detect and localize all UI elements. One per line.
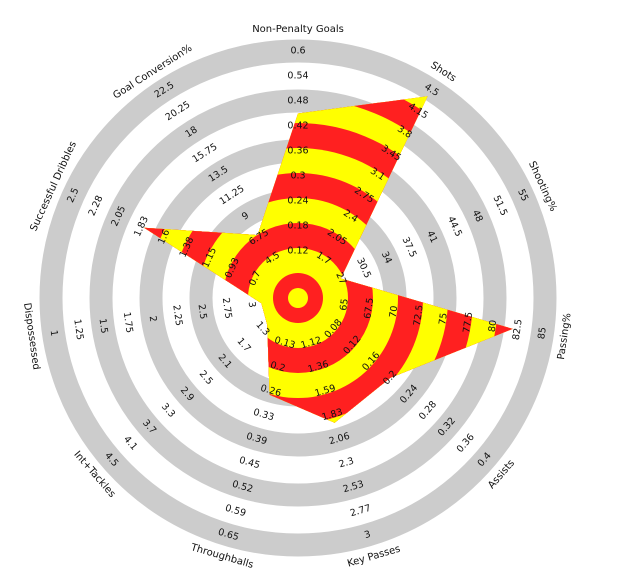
tick-label: 75 xyxy=(437,312,450,326)
tick-label: 0.54 xyxy=(287,71,308,82)
tick-label: 0.12 xyxy=(287,246,308,257)
tick-label: 0.48 xyxy=(287,96,308,107)
tick-label: 0.6 xyxy=(290,46,305,57)
tick-label: 2.75 xyxy=(220,297,234,320)
tick-label: 2.5 xyxy=(195,304,208,321)
tick-label: 0.36 xyxy=(455,432,477,455)
tick-label: 11.25 xyxy=(218,183,247,207)
tick-label: 48 xyxy=(470,208,485,224)
tick-label: 0.33 xyxy=(252,407,275,424)
tick-label: 2.5 xyxy=(197,369,215,388)
tick-label: 3 xyxy=(363,529,372,541)
tick-label: 0.18 xyxy=(287,221,308,232)
tick-label: 2.25 xyxy=(170,304,184,327)
tick-label: 80 xyxy=(487,319,500,333)
tick-label: 82.5 xyxy=(511,318,525,341)
tick-label: 2 xyxy=(147,315,159,323)
tick-label: 67.5 xyxy=(362,297,376,320)
tick-label: 1.83 xyxy=(132,215,151,239)
tick-label: 34 xyxy=(379,250,394,266)
tick-label: 0.24 xyxy=(287,196,308,207)
tick-label: 1.7 xyxy=(234,336,252,355)
axis-name: Dispossessed xyxy=(21,302,42,371)
tick-label: 4.1 xyxy=(121,434,139,453)
tick-label: 15.75 xyxy=(191,141,220,165)
tick-label: 1.75 xyxy=(121,311,135,334)
tick-label: 9 xyxy=(240,210,251,223)
tick-label: 0.36 xyxy=(287,146,308,157)
tick-label: 3.3 xyxy=(159,401,177,420)
tick-label: 44.5 xyxy=(445,215,464,239)
tick-label: 41 xyxy=(424,229,439,245)
tick-label: 55 xyxy=(515,188,530,204)
tick-label: 85 xyxy=(536,326,549,340)
center-dot xyxy=(288,288,308,308)
tick-label: 0.3 xyxy=(290,171,305,182)
tick-label: 51.5 xyxy=(491,194,510,218)
tick-label: 0.2 xyxy=(269,360,287,375)
tick-label: 0.45 xyxy=(238,455,261,472)
tick-label: 30.5 xyxy=(354,256,373,280)
tick-label: 1.25 xyxy=(71,318,85,341)
tick-label: 2.77 xyxy=(349,503,372,520)
tick-label: 0.42 xyxy=(287,121,308,132)
tick-label: 72.5 xyxy=(412,304,426,327)
tick-label: 2.3 xyxy=(338,456,356,471)
ring xyxy=(89,89,507,507)
axis-name: Non-Penalty Goals xyxy=(252,24,344,35)
tick-label: 20.25 xyxy=(164,99,193,123)
tick-label: 70 xyxy=(388,305,401,319)
tick-label: 18 xyxy=(183,124,199,140)
tick-label: 37.5 xyxy=(400,235,419,259)
tick-label: 77.5 xyxy=(461,311,475,334)
tick-label: 3 xyxy=(246,301,258,309)
tick-label: 1.5 xyxy=(96,318,109,335)
tick-label: 0.28 xyxy=(417,399,439,422)
tick-label: 0.59 xyxy=(224,503,247,520)
ring xyxy=(39,39,557,557)
tick-label: 1 xyxy=(48,329,60,337)
tick-label: 27 xyxy=(333,271,348,287)
tick-label: 2.28 xyxy=(87,194,106,218)
axis-name: Passing% xyxy=(556,312,574,360)
tick-label: 65 xyxy=(338,298,351,312)
